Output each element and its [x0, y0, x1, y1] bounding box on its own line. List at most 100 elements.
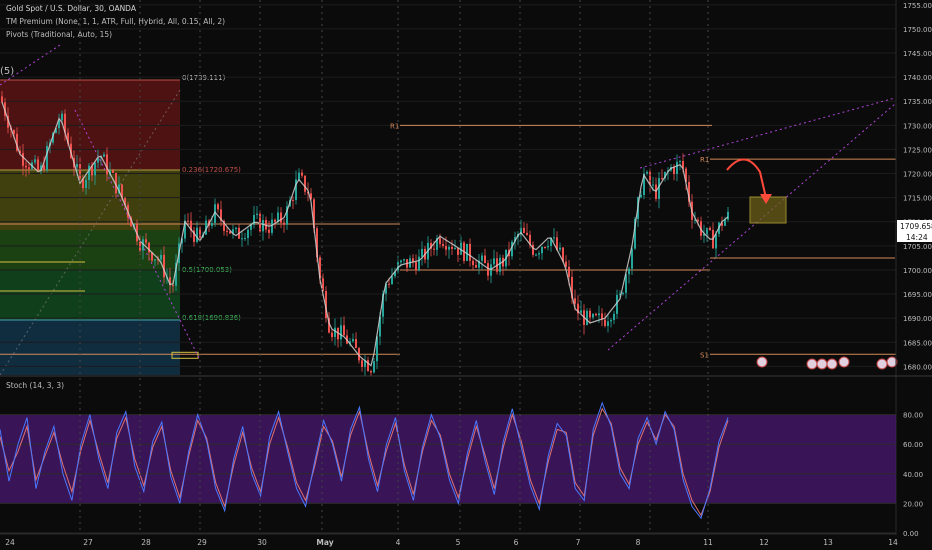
candle-body [709, 227, 711, 230]
stoch-label[interactable]: Stoch (14, 3, 3) [6, 381, 64, 390]
time-tick-label: 28 [141, 538, 151, 547]
candle-body [34, 159, 36, 163]
price-candles [1, 91, 729, 376]
candle-body [373, 361, 375, 373]
candle-body [622, 292, 624, 294]
stoch-tick-label: 20.00 [903, 500, 923, 508]
projection-arrow[interactable] [726, 158, 767, 199]
time-axis[interactable]: 24 27 28 29 30 May 4 5 6 7 8 11 12 13 14 [5, 538, 898, 547]
candle-body [148, 242, 150, 253]
candle-body [598, 313, 600, 316]
candle-body [325, 290, 327, 319]
candle-body [355, 339, 357, 349]
time-tick-label: 6 [514, 538, 519, 547]
candle-body [565, 261, 567, 267]
candle-body [532, 244, 534, 255]
candle-body [7, 115, 9, 128]
event-marker-icon[interactable] [806, 358, 818, 370]
candle-body [520, 227, 522, 235]
candle-body [679, 161, 681, 163]
indicator-label-pivots[interactable]: Pivots (Traditional, Auto, 15) [6, 30, 112, 39]
candle-body [16, 133, 18, 151]
candle-body [484, 255, 486, 264]
time-tick-label: 29 [197, 538, 207, 547]
candle-body [304, 175, 306, 192]
pivot-label: S1 [700, 351, 709, 359]
projection-arrow-head-icon [760, 194, 772, 204]
event-marker-icon[interactable] [838, 356, 850, 368]
candle-body [439, 238, 441, 245]
candle-body [544, 247, 546, 249]
candle-body [181, 238, 183, 244]
candle-body [46, 145, 48, 171]
candle-body [562, 247, 564, 262]
candle-body [526, 232, 528, 235]
candle-body [592, 313, 594, 318]
trendline-upper-left[interactable] [0, 44, 61, 86]
candle-body [379, 316, 381, 337]
price-tick-label: 1730.00 [903, 122, 932, 130]
event-marker-icon[interactable] [756, 356, 768, 368]
pivot-label: R1 [700, 156, 709, 164]
indicator-label-tm[interactable]: TM Premium (None, 1, 1, ATR, Full, Hybri… [5, 17, 225, 26]
trendline-downtrend[interactable] [74, 109, 201, 361]
candle-body [412, 258, 414, 263]
candle-body [163, 254, 165, 278]
candle-body [649, 171, 651, 185]
candle-body [295, 179, 297, 201]
candle-body [193, 230, 195, 242]
candle-body [625, 274, 627, 293]
price-tick-label: 1735.00 [903, 98, 932, 106]
candle-body [586, 310, 588, 325]
event-markers[interactable] [756, 356, 898, 370]
target-box[interactable] [749, 196, 787, 224]
candle-body [640, 195, 642, 198]
price-tick-label: 1755.00 [903, 2, 932, 10]
price-tick-label: 1745.00 [903, 50, 932, 58]
candle-body [400, 260, 402, 263]
corner-label: (5) [0, 66, 14, 77]
event-marker-icon[interactable] [886, 356, 898, 368]
event-marker-icon[interactable] [826, 358, 838, 370]
candle-body [634, 218, 636, 249]
candle-body [451, 246, 453, 249]
candle-body [43, 165, 45, 171]
fib-zone-618 [0, 320, 180, 375]
candle-body [661, 178, 663, 180]
candle-body [196, 227, 198, 242]
trendline-lower[interactable] [607, 103, 896, 351]
candle-body [553, 237, 555, 239]
chart-title: Gold Spot / U.S. Dollar, 30, OANDA [6, 4, 137, 13]
candle-body [466, 243, 468, 261]
price-tick-label: 1740.00 [903, 74, 932, 82]
candle-body [547, 245, 549, 248]
trendline-upper[interactable] [639, 97, 896, 169]
candle-body [559, 247, 561, 250]
event-marker-icon[interactable] [876, 358, 888, 370]
candle-body [85, 179, 87, 189]
candle-body [646, 171, 648, 174]
candle-body [580, 310, 582, 314]
candle-body [115, 172, 117, 194]
candle-body [175, 262, 177, 286]
candle-timer: 14:24 [906, 233, 928, 242]
time-tick-label: 8 [636, 538, 641, 547]
trend-lines[interactable] [0, 44, 896, 361]
candle-body [226, 230, 228, 232]
candle-body [76, 164, 78, 168]
candle-body [19, 150, 21, 154]
event-marker-icon[interactable] [816, 358, 828, 370]
candle-body [151, 252, 153, 261]
candle-body [280, 212, 282, 223]
candle-body [232, 229, 234, 234]
candle-body [94, 162, 96, 176]
candle-body [157, 259, 159, 261]
price-tick-label: 1750.00 [903, 26, 932, 34]
current-price-tag [897, 220, 932, 242]
candle-body [328, 318, 330, 333]
candle-body [628, 268, 630, 275]
candle-body [58, 120, 60, 129]
candle-body [511, 241, 513, 257]
pivot-label: R1 [390, 122, 399, 130]
